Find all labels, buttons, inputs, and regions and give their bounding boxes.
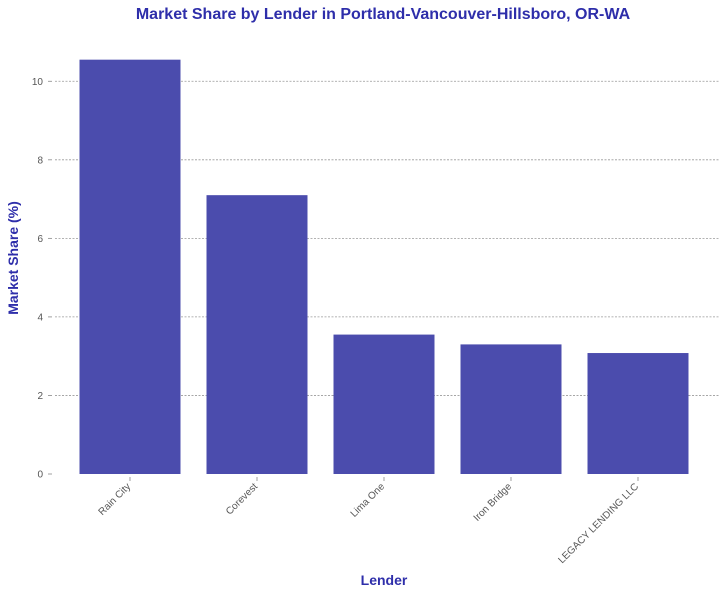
y-axis-ticks: 0 2 4 6 8 10 — [32, 77, 52, 481]
x-axis-ticks: Rain City Corevest Lima One Iron Bridge LEGA… — [97, 477, 641, 566]
y-axis-label: Market Share (%) — [5, 201, 21, 315]
x-axis-label: Lender — [361, 572, 408, 588]
x-tick-label: Iron Bridge — [472, 481, 515, 524]
y-tick-label: 8 — [37, 155, 43, 166]
bar-rain-city — [79, 59, 181, 474]
y-tick-label: 2 — [37, 391, 43, 402]
bar-iron-bridge — [460, 344, 562, 474]
chart-title: Market Share by Lender in Portland-Vanco… — [136, 6, 631, 23]
x-tick-label: Lima One — [349, 481, 388, 520]
bar-lima-one — [333, 334, 435, 474]
x-tick-label: Rain City — [97, 481, 133, 517]
bars — [79, 59, 689, 474]
bar-corevest — [206, 195, 308, 474]
bar-legacy-lending-llc — [587, 353, 689, 474]
y-tick-label: 10 — [32, 77, 44, 88]
y-tick-label: 4 — [37, 312, 43, 323]
y-tick-label: 0 — [37, 470, 43, 481]
y-tick-label: 6 — [37, 234, 43, 245]
x-tick-label: LEGACY LENDING LLC — [556, 481, 641, 566]
x-tick-label: Corevest — [224, 481, 260, 517]
